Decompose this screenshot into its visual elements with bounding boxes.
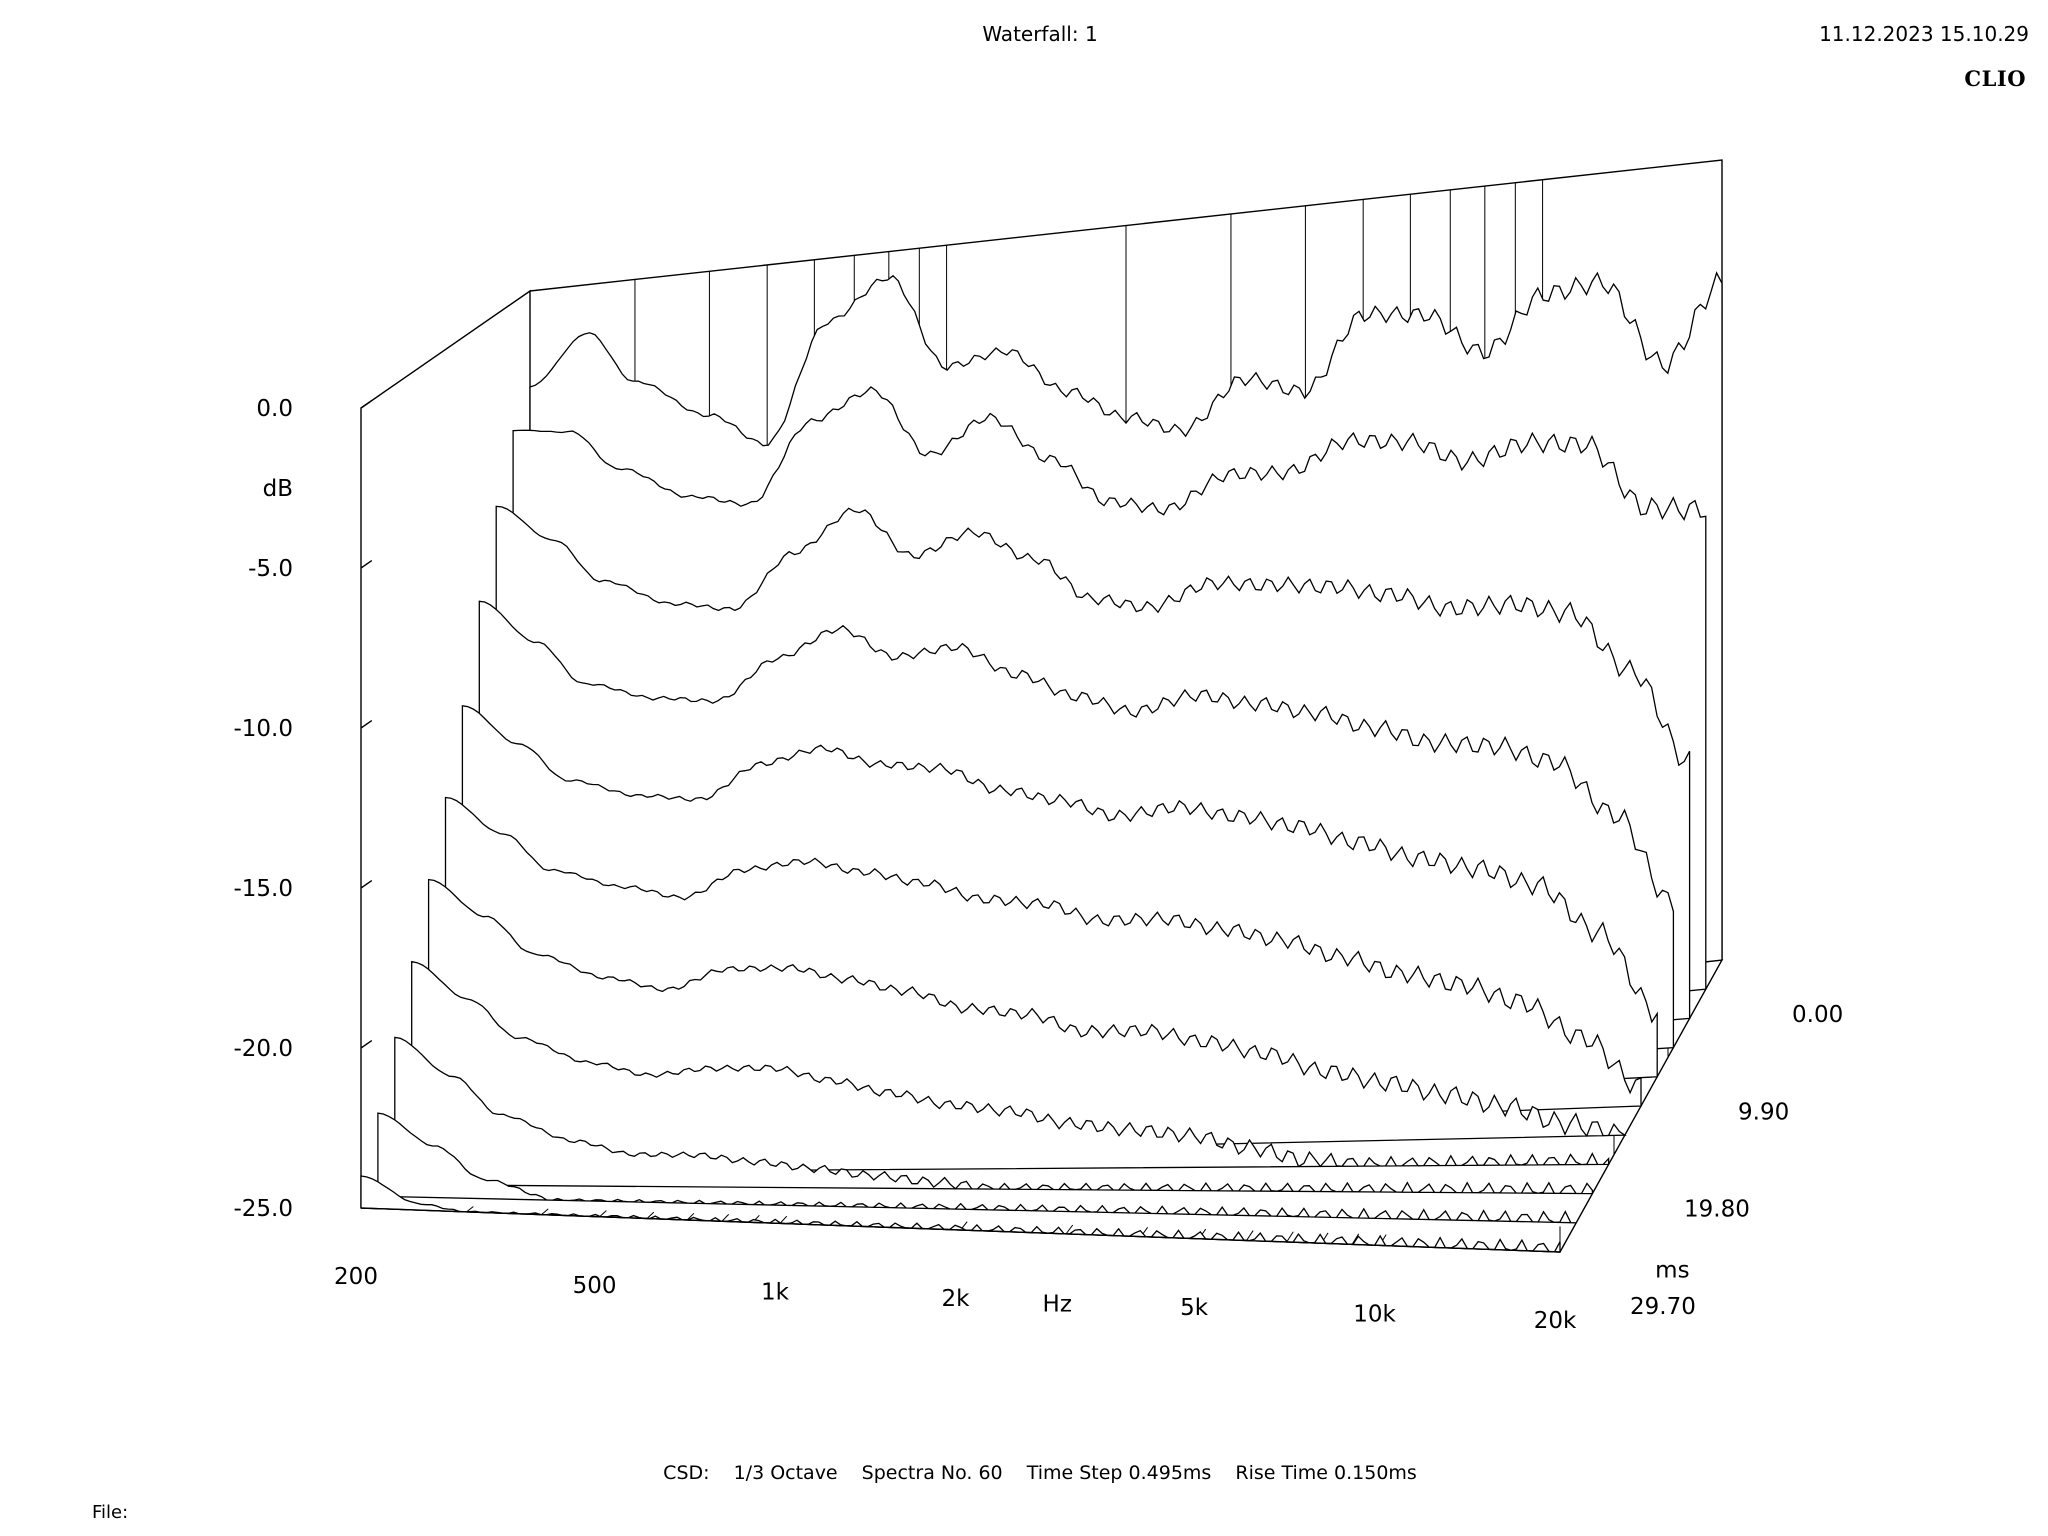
frequency-floor-tick <box>466 1206 474 1213</box>
axis-labels: 0.0 -5.0 -10.0 -15.0 -20.0 -25.0 dB 200 500 1k 2k 5… <box>233 396 1843 1334</box>
x-axis-label: Hz <box>1043 1292 1072 1318</box>
frequency-floor-tick <box>599 1210 607 1218</box>
frequency-floor-tick <box>541 1208 549 1216</box>
y-tick-label: -5.0 <box>248 556 293 582</box>
rise-time-label: Rise Time 0.150ms <box>1235 1462 1417 1484</box>
z-tick-label: 29.70 <box>1630 1294 1696 1320</box>
csd-label: CSD: <box>663 1462 710 1484</box>
frequency-floor-tick <box>721 1214 730 1222</box>
db-level-tick <box>360 559 373 569</box>
brand-logo: CLIO <box>1964 66 2026 91</box>
smoothing-label: 1/3 Octave <box>733 1462 838 1484</box>
z-tick-label: 9.90 <box>1738 1099 1789 1125</box>
spectra-count-label: Spectra No. 60 <box>861 1462 1003 1484</box>
frequency-floor-tick <box>1065 1224 1074 1235</box>
spectra-curves <box>360 271 1723 1253</box>
y-axis-label: dB <box>263 476 293 502</box>
db-level-tick <box>360 399 373 409</box>
x-tick-label: 200 <box>334 1264 378 1290</box>
timestamp: 11.12.2023 15.10.29 <box>1819 22 2029 46</box>
y-tick-label: -10.0 <box>233 716 293 742</box>
x-tick-label: 500 <box>573 1273 617 1299</box>
z-tick-label: 0.00 <box>1792 1002 1843 1028</box>
y-tick-label: 0.0 <box>256 396 293 422</box>
front-baseline-line <box>360 1207 1561 1253</box>
x-tick-label: 2k <box>942 1286 971 1312</box>
measurement-info: CSD: 1/3 Octave Spectra No. 60 Time Step… <box>0 1462 2048 1484</box>
spectrum-curve-7 <box>411 960 1610 1174</box>
x-tick-label: 1k <box>761 1279 790 1305</box>
frequency-floor-tick <box>1351 1233 1360 1245</box>
frequency-floor-tick <box>686 1212 695 1221</box>
front-baseline <box>360 1207 1561 1253</box>
spectrum-curve-8 <box>394 1036 1594 1195</box>
frequency-floor-tick <box>779 1215 788 1224</box>
time-step-label: Time Step 0.495ms <box>1026 1462 1212 1484</box>
frequency-floor-tick <box>1559 1239 1567 1253</box>
frequency-floor-tick <box>646 1211 655 1219</box>
z-axis-label: ms <box>1655 1258 1689 1284</box>
db-level-tick <box>360 1039 373 1049</box>
frequency-floor-tick <box>1246 1230 1254 1241</box>
x-tick-label: 10k <box>1353 1301 1396 1327</box>
x-tick-label: 5k <box>1180 1295 1209 1321</box>
y-tick-label: -15.0 <box>233 876 293 902</box>
db-level-tick <box>360 719 373 729</box>
chart-title: Waterfall: 1 <box>982 22 1098 46</box>
z-tick-label: 19.80 <box>1684 1197 1750 1223</box>
spectrum-curve-9 <box>377 1112 1577 1224</box>
y-tick-label: -20.0 <box>233 1036 293 1062</box>
frequency-floor-tick <box>1286 1231 1294 1243</box>
y-tick-label: -25.0 <box>233 1196 293 1222</box>
db-level-tick <box>360 879 373 889</box>
file-label: File: <box>92 1502 129 1523</box>
x-tick-label: 20k <box>1534 1308 1577 1334</box>
